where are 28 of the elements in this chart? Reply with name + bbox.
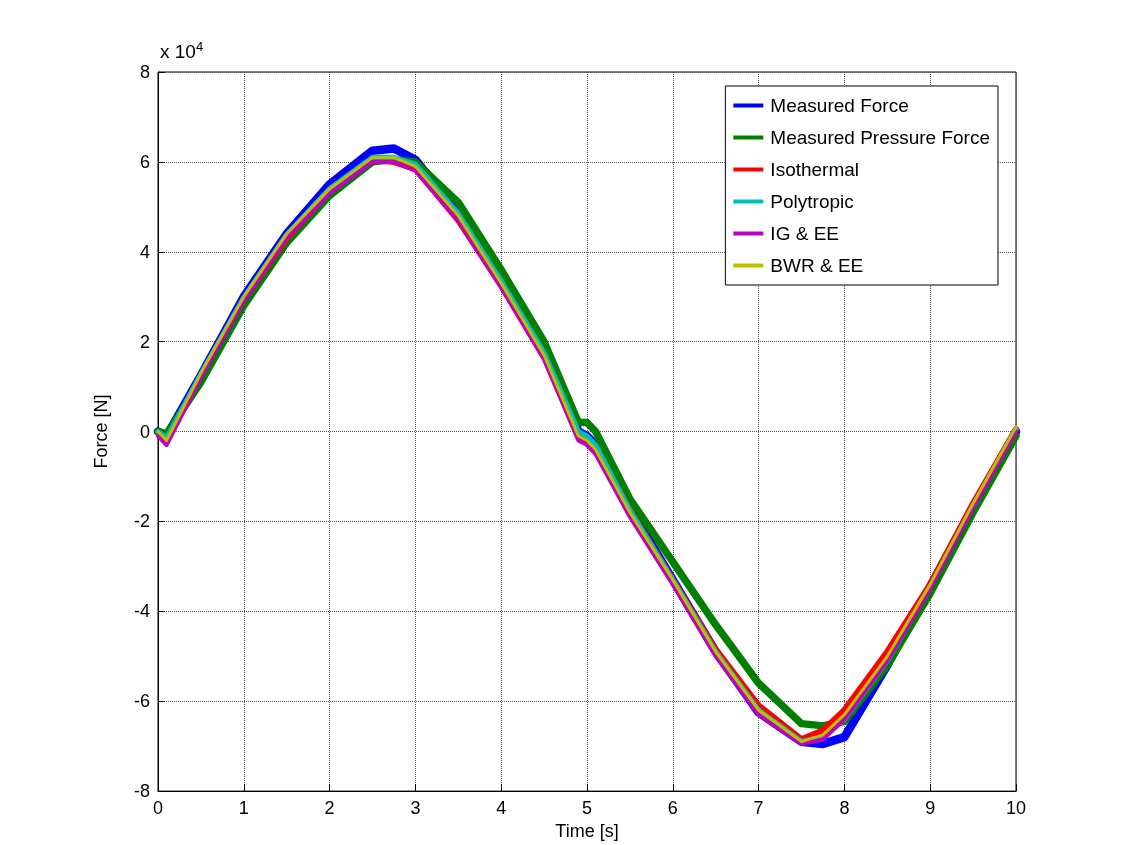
x-tick-label: 4 bbox=[496, 798, 507, 819]
x-tick-label: 6 bbox=[667, 798, 678, 819]
y-tick-label: 4 bbox=[139, 241, 150, 262]
x-tick-label: 10 bbox=[1005, 798, 1027, 819]
x-tick-label: 1 bbox=[238, 798, 249, 819]
legend-label: Measured Pressure Force bbox=[770, 127, 991, 148]
legend-label: Polytropic bbox=[770, 191, 854, 212]
legend-label: IG & EE bbox=[770, 223, 839, 244]
y-tick-label: -6 bbox=[133, 691, 150, 712]
y-tick-label: 2 bbox=[139, 331, 150, 352]
y-axis-title: Force [N] bbox=[91, 394, 111, 469]
x-tick-label: 8 bbox=[839, 798, 850, 819]
x-axis-title: Time [s] bbox=[555, 821, 619, 841]
x-tick-label: 2 bbox=[324, 798, 335, 819]
y-tick-label: -2 bbox=[133, 511, 150, 532]
legend-label: Measured Force bbox=[770, 95, 909, 116]
y-tick-label: 6 bbox=[139, 151, 150, 172]
y-tick-label: 0 bbox=[139, 421, 150, 442]
x-tick-label: 9 bbox=[925, 798, 936, 819]
y-tick-label: -8 bbox=[133, 781, 150, 802]
legend-label: Isothermal bbox=[770, 159, 860, 180]
legend-label: BWR & EE bbox=[770, 255, 864, 276]
y-tick-label: 8 bbox=[139, 62, 150, 82]
x-tick-label: 3 bbox=[410, 798, 421, 819]
y-tick-label: -4 bbox=[133, 601, 150, 622]
x-tick-label: 5 bbox=[581, 798, 593, 819]
x-tick-label: 7 bbox=[753, 798, 764, 819]
x-tick-label: 0 bbox=[152, 798, 164, 819]
